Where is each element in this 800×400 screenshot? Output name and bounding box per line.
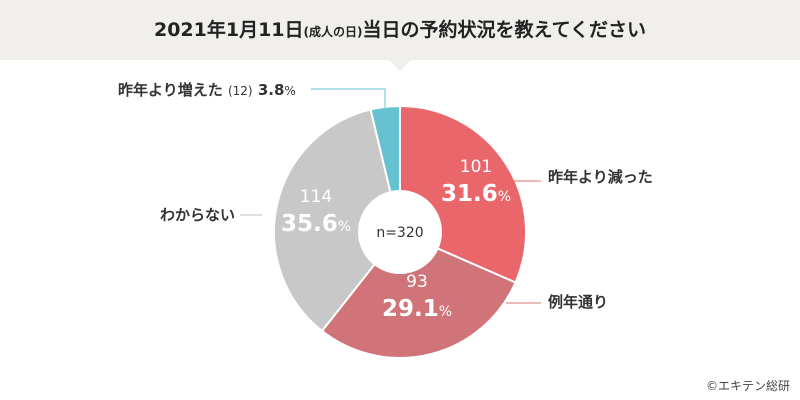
count-same-as-usual: 93	[406, 272, 428, 292]
sample-size-label: n=320	[376, 225, 423, 241]
title-pointer	[389, 60, 411, 71]
slice-increased	[369, 104, 401, 194]
title-holiday: (成人の日)	[303, 25, 363, 39]
leader-line-increased	[311, 88, 386, 110]
label-increased-text: 昨年より増えた	[118, 81, 223, 99]
label-increased-count: 12	[232, 84, 248, 98]
label-decreased-text: 昨年より減った	[548, 168, 653, 186]
chart-title: 2021年1月11日(成人の日)当日の予約状況を教えてください	[0, 0, 800, 60]
label-unknown: わからない	[160, 204, 235, 225]
slice-same-as-usual	[320, 247, 517, 359]
label-same-as-usual-text: 例年通り	[548, 293, 609, 311]
slice-unknown	[273, 108, 392, 333]
slice-decreased	[399, 104, 527, 284]
count-unknown: 114	[300, 187, 332, 207]
title-date: 2021年1月11日	[153, 19, 304, 41]
label-decreased: 昨年より減った	[548, 166, 653, 187]
title-bar	[0, 0, 800, 60]
label-same-as-usual: 例年通り	[548, 291, 608, 312]
source-credit: ©エキテン総研	[705, 379, 790, 393]
label-increased: 昨年より増えた (12) 3.8%	[118, 81, 296, 99]
label-increased-percent: 3.8	[257, 81, 285, 99]
label-unknown-text: わからない	[160, 206, 236, 224]
title-question: 当日の予約状況を教えてください	[362, 19, 646, 41]
count-decreased: 101	[460, 157, 492, 177]
